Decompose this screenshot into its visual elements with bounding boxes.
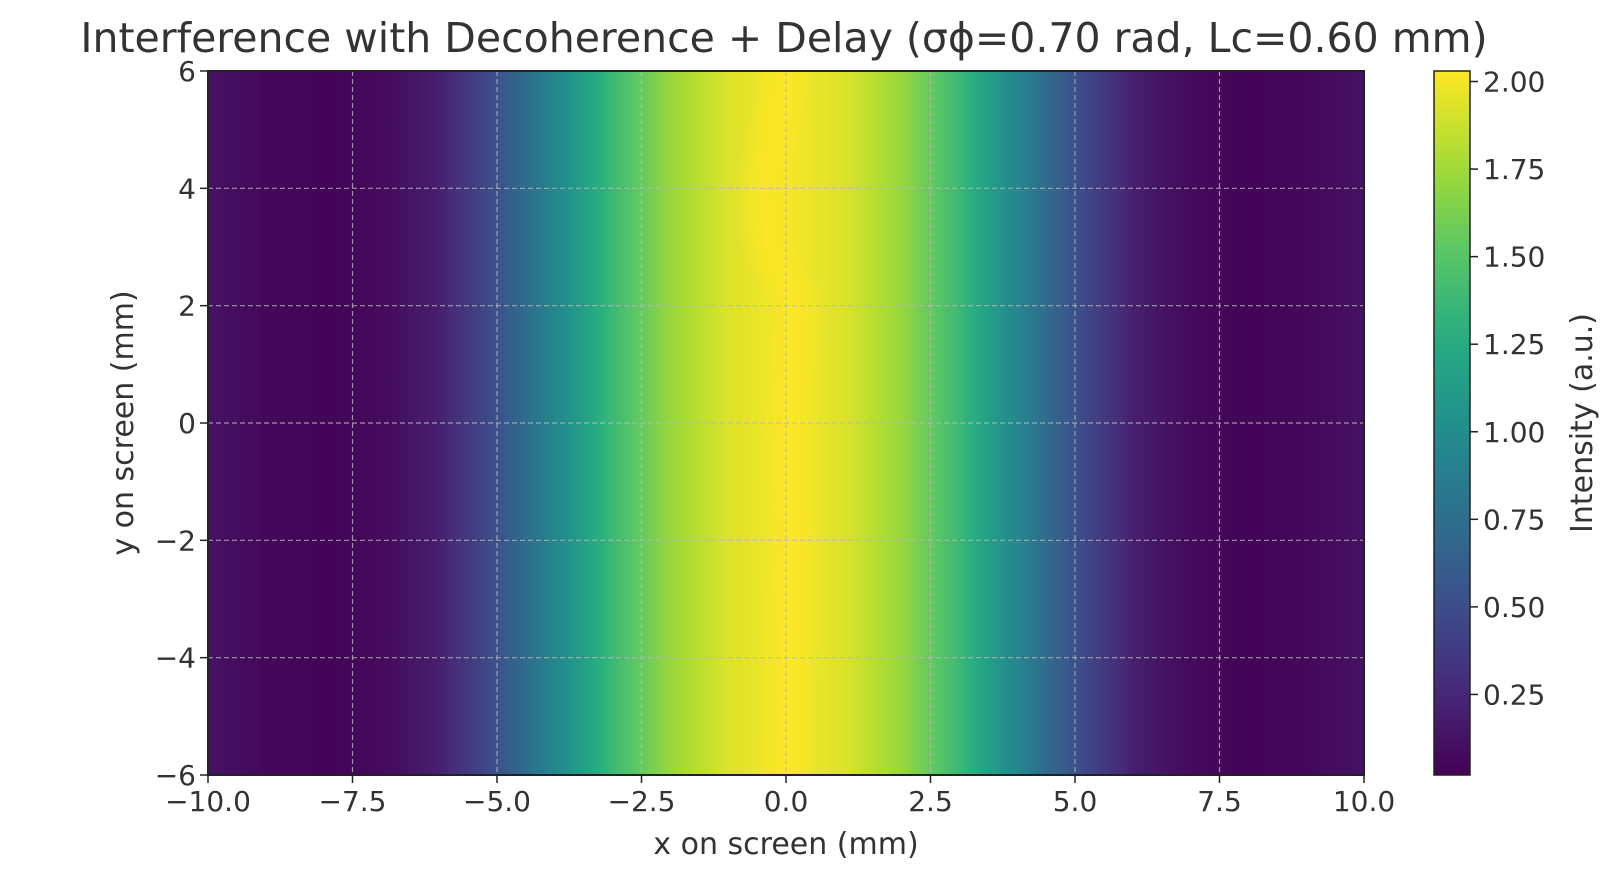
fringe-core-strip [738, 235, 799, 248]
fringe-core-strip [753, 270, 814, 283]
fringe-core-strip [750, 94, 811, 107]
fringe-core-strip [736, 164, 797, 178]
fringe-core-strip [762, 399, 823, 412]
fringe-core-strip [766, 317, 827, 330]
colorbar-tick-label: 1.00 [1483, 416, 1545, 449]
fringe-core-strip [762, 458, 823, 471]
colorbar-tick-label: 0.75 [1483, 503, 1545, 536]
fringe-core-strip [762, 434, 823, 448]
fringe-core-strip [764, 516, 825, 530]
colorbar-tick-label: 0.50 [1483, 591, 1545, 624]
fringe-core-strip [761, 599, 822, 612]
colorbar-frame [1433, 70, 1471, 776]
x-axis: −10.0 −7.5 −5.0 −2.5 0.0 2.5 5.0 7.5 10.0 [165, 775, 1395, 818]
x-tick-label: 0.0 [764, 785, 809, 818]
fringe-core-strip [758, 669, 819, 682]
fringe-core-strip [734, 176, 795, 189]
fringe-core-strip [763, 552, 824, 565]
x-tick-label: 5.0 [1053, 785, 1098, 818]
fringe-core-strip [762, 587, 823, 600]
fringe-core-strip [763, 493, 824, 506]
fringe-core-strip [747, 258, 808, 272]
fringe-core-strip [763, 563, 824, 577]
fringe-core-strip [764, 528, 825, 541]
x-tick-label: −7.5 [319, 785, 387, 818]
colorbar-tick-label: 2.00 [1483, 66, 1545, 99]
fringe-core-strip [766, 329, 827, 342]
fringe-core-strip [756, 739, 817, 753]
fringe-core-strip [763, 481, 824, 494]
colorbar-tick-label: 0.25 [1483, 678, 1545, 711]
x-tick-label: 10.0 [1333, 785, 1395, 818]
fringe-core-strip [757, 692, 818, 706]
fringe-core-strip [764, 293, 825, 307]
fringe-core-strip [745, 117, 806, 131]
fringe-core-strip [758, 681, 819, 694]
fringe-core-strip [736, 223, 797, 236]
fringe-core-strip [747, 106, 808, 119]
fringe-core-strip [757, 704, 818, 717]
fringe-core-strip [760, 622, 821, 635]
fringe-core-strip [767, 305, 828, 318]
colorbar-tick-label: 1.25 [1483, 328, 1545, 361]
fringe-core-strip [761, 423, 822, 436]
colorbar-label: Intensity (a.u.) [1565, 313, 1600, 533]
fringe-core-strip [735, 211, 796, 225]
x-tick-label: 7.5 [1197, 785, 1242, 818]
fringe-core-strip [757, 728, 818, 741]
y-tick-label: −6 [155, 759, 196, 792]
fringe-core-strip [763, 505, 824, 518]
y-tick-label: −2 [155, 524, 196, 557]
colorbar-tick-label: 1.50 [1483, 241, 1545, 274]
fringe-core-strip [758, 282, 819, 295]
x-tick-label: −2.5 [608, 785, 676, 818]
fringe-core-strip [757, 716, 818, 729]
colorbar: 0.25 0.50 0.75 1.00 1.25 1.50 1.75 2.00 [1433, 66, 1545, 776]
fringe-core-strip [754, 71, 815, 84]
colorbar-tick-label: 1.75 [1483, 153, 1545, 186]
fringe-core-strip [763, 469, 824, 483]
fringe-core-strip [760, 610, 821, 624]
fringe-core-strip [764, 540, 825, 553]
fringe-core-strip [759, 645, 820, 659]
fringe-core-strip [756, 751, 817, 764]
x-tick-label: −5.0 [463, 785, 531, 818]
colorbar-gradient [1434, 71, 1470, 775]
fringe-core-strip [764, 364, 825, 377]
y-axis-label: y on screen (mm) [106, 290, 141, 555]
fringe-core-strip [741, 247, 802, 260]
fringe-core-strip [765, 340, 826, 354]
y-tick-label: −4 [155, 642, 196, 675]
y-tick-label: 4 [178, 172, 196, 205]
fringe-core-strip [758, 657, 819, 670]
gridlines [208, 71, 1364, 775]
fringe-core-strip [762, 446, 823, 459]
fringe-core-strip [762, 411, 823, 424]
fringe-core-strip [759, 634, 820, 647]
fringe-core-strip [752, 82, 813, 96]
fringe-core-strip [763, 387, 824, 401]
y-tick-label: 2 [178, 290, 196, 323]
fringe-core-strip [764, 352, 825, 365]
fringe-core-strip [743, 129, 804, 142]
x-axis-label: x on screen (mm) [653, 827, 918, 862]
fringe-core-strip [763, 376, 824, 389]
y-tick-label: 6 [178, 55, 196, 88]
fringe-core-strip [762, 575, 823, 588]
y-tick-label: 0 [178, 407, 196, 440]
chart-title: Interference with Decoherence + Delay (σ… [80, 14, 1487, 62]
fringe-core-strip [738, 153, 799, 166]
x-tick-label: 2.5 [908, 785, 953, 818]
y-axis: −6 −4 −2 0 2 4 6 [155, 55, 208, 792]
fringe-core-strip [740, 141, 801, 154]
fringe-core-strip [733, 188, 794, 201]
fringe-core-strip [734, 200, 795, 213]
x-tick-label: −10.0 [165, 785, 251, 818]
